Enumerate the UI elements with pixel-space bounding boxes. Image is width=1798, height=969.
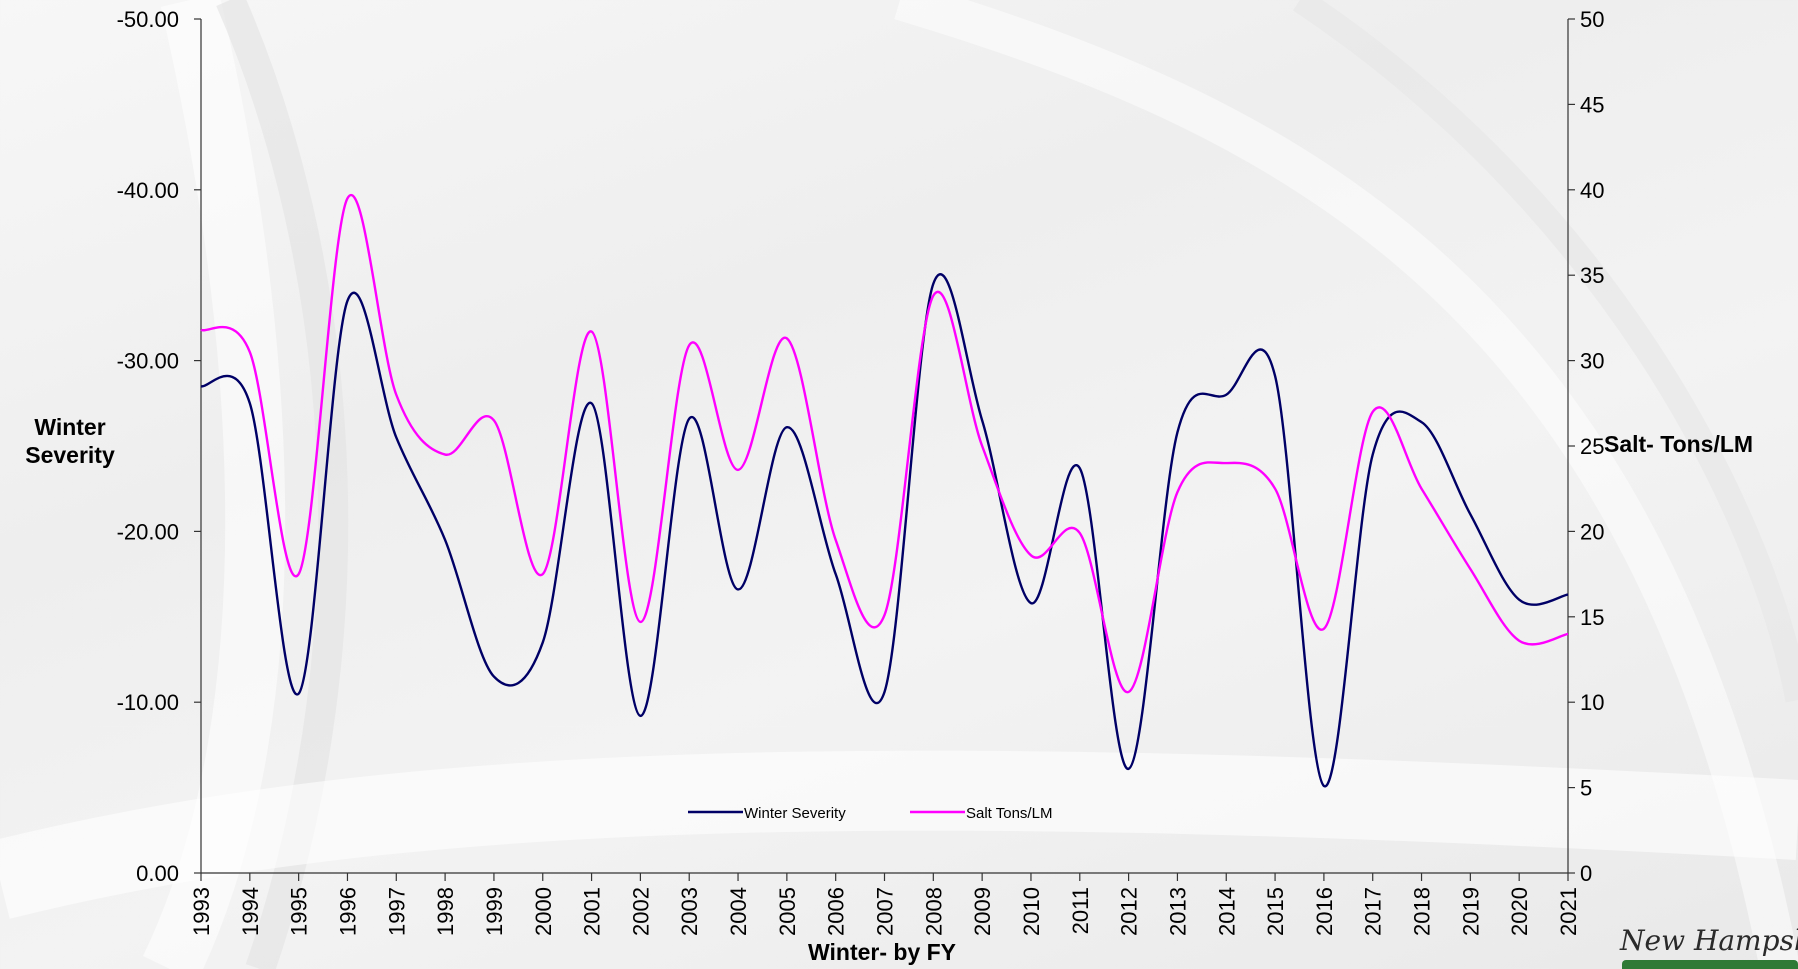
y-tick-label: -40.00 xyxy=(117,178,179,203)
y2-tick-label: 25 xyxy=(1580,434,1604,459)
x-tick-label: 1993 xyxy=(189,887,214,936)
x-tick-label: 2020 xyxy=(1507,887,1532,936)
x-tick-label: 2009 xyxy=(970,887,995,936)
y2-tick-label: 45 xyxy=(1580,92,1604,117)
y-tick-label: -10.00 xyxy=(117,690,179,715)
x-axis-title: Winter- by FY xyxy=(808,939,957,965)
y2-tick-label: 0 xyxy=(1580,861,1592,886)
series-line-winter-severity xyxy=(200,273,1569,788)
logo-text: New Hampshire xyxy=(1620,924,1798,957)
y2-tick-label: 30 xyxy=(1580,349,1604,374)
x-tick-label: 1996 xyxy=(335,887,360,936)
y2-tick-label: 10 xyxy=(1580,690,1604,715)
x-tick-label: 2003 xyxy=(677,887,702,936)
x-tick-label: 2010 xyxy=(1019,887,1044,936)
y-tick-label: -20.00 xyxy=(117,519,179,544)
x-tick-label: 2012 xyxy=(1117,887,1142,936)
x-tick-label: 2017 xyxy=(1361,887,1386,936)
x-tick-label: 2005 xyxy=(775,887,800,936)
x-tick-label: 2016 xyxy=(1312,887,1337,936)
x-tick-label: 2013 xyxy=(1165,887,1190,936)
series-lines xyxy=(200,194,1569,788)
x-tick-label: 2011 xyxy=(1068,887,1093,934)
x-tick-label: 2004 xyxy=(726,887,751,936)
x-tick-label: 1995 xyxy=(287,887,312,936)
series-line-salt-tons-lm xyxy=(200,194,1569,694)
y2-axis-title: Salt- Tons/LM xyxy=(1604,431,1754,457)
x-tick-label: 2014 xyxy=(1214,887,1239,936)
legend-label: Salt Tons/LM xyxy=(966,805,1052,822)
x-tick-label: 2015 xyxy=(1263,887,1288,936)
x-tick-label: 1994 xyxy=(238,887,263,936)
nh-dot-logo: New Hampshire xyxy=(1620,924,1798,957)
x-tick-label: 1998 xyxy=(433,887,458,936)
y2-tick-label: 15 xyxy=(1580,605,1604,630)
x-tick-label: 2018 xyxy=(1410,887,1435,936)
y-tick-label: -30.00 xyxy=(117,349,179,374)
y-tick-label: 0.00 xyxy=(136,861,179,886)
x-tick-label: 2002 xyxy=(628,887,653,936)
x-tick-label: 2006 xyxy=(824,887,849,936)
y-tick-label: -50.00 xyxy=(117,7,179,32)
x-tick-label: 2008 xyxy=(921,887,946,936)
x-tick-label: 1997 xyxy=(384,887,409,936)
x-tick-label: 2021 xyxy=(1556,887,1581,936)
y2-tick-label: 5 xyxy=(1580,776,1592,801)
x-tick-label: 2000 xyxy=(531,887,556,936)
x-tick-label: 2007 xyxy=(873,887,898,936)
y-axis-title: Winter Severity xyxy=(25,414,115,468)
legend: Winter Severity Salt Tons/LM xyxy=(688,805,1052,822)
logo-mark xyxy=(1622,960,1798,969)
x-axis: 1993 1994 1995 1996 1997 1998 1999 2000 2001 2002… xyxy=(189,872,1581,936)
y2-tick-label: 35 xyxy=(1580,263,1604,288)
y2-tick-label: 20 xyxy=(1580,519,1604,544)
x-tick-label: 2001 xyxy=(580,887,605,936)
y-axis-left: -50.00 -40.00 -30.00 -20.00 -10.00 0.00 xyxy=(117,7,202,886)
y2-tick-label: 50 xyxy=(1580,7,1604,32)
x-tick-label: 2019 xyxy=(1458,887,1483,936)
legend-label: Winter Severity xyxy=(744,805,846,822)
x-tick-label: 1999 xyxy=(482,887,507,936)
y2-tick-label: 40 xyxy=(1580,178,1604,203)
